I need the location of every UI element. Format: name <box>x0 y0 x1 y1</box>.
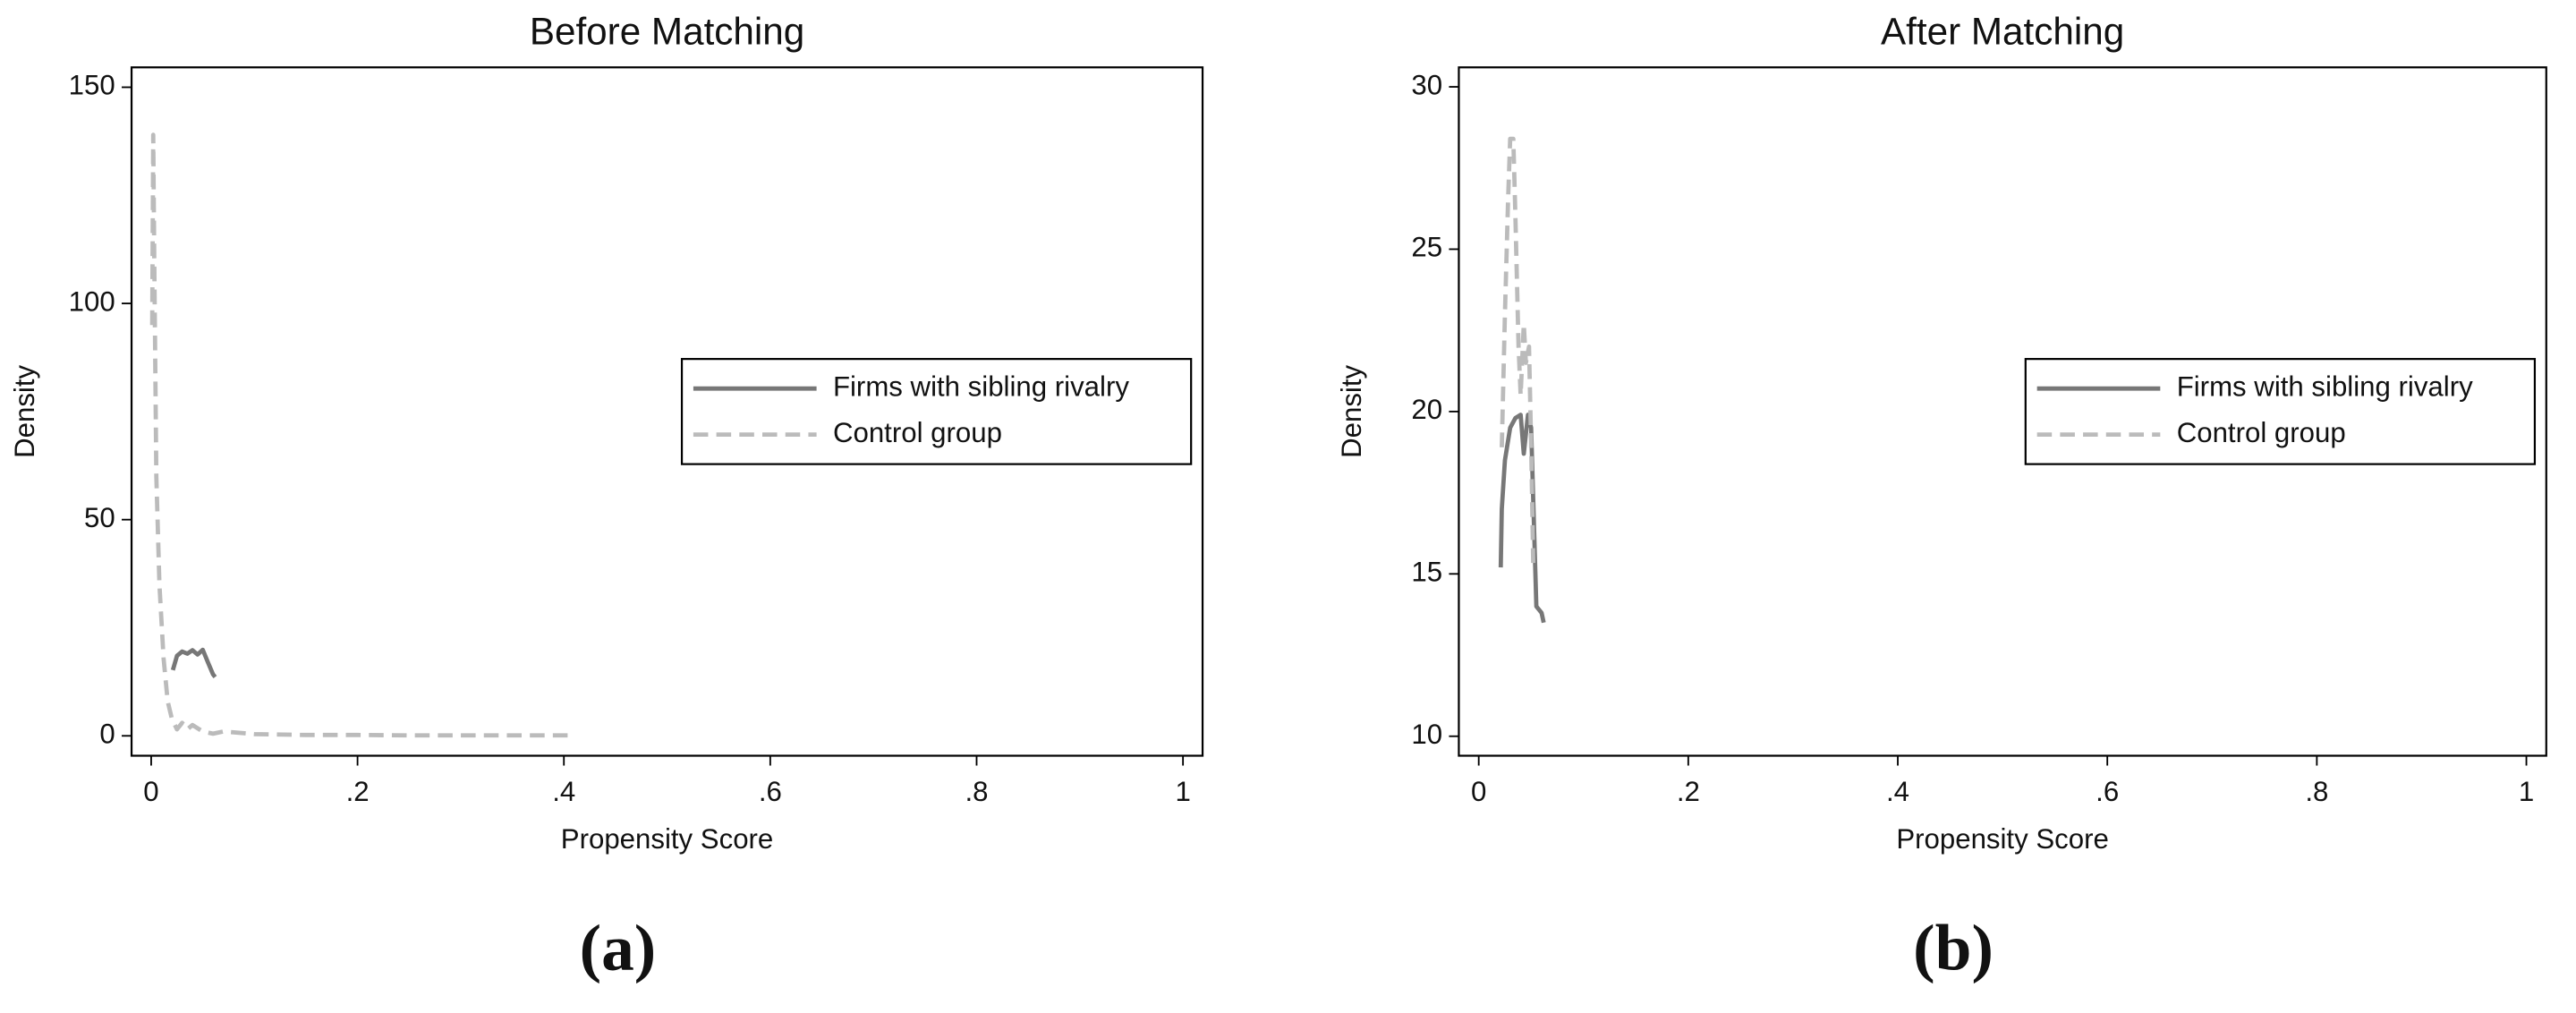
legend-box <box>680 358 1193 465</box>
y-tick-label: 0 <box>99 719 115 750</box>
legend-label: Control group <box>2177 417 2346 448</box>
legend-label: Firms with sibling rivalry <box>2177 370 2473 402</box>
x-tick-label: 1 <box>1175 776 1190 807</box>
x-tick-label: .8 <box>2305 776 2328 807</box>
plot-frame <box>130 66 1204 757</box>
y-tick-label: 15 <box>1411 557 1442 588</box>
x-axis-label: Propensity Score <box>561 823 774 855</box>
caption: (a) <box>580 912 657 984</box>
x-tick-label: 0 <box>1471 776 1486 807</box>
x-tick-label: .6 <box>759 776 782 807</box>
y-tick-label: 30 <box>1411 69 1442 100</box>
x-tick-label: .6 <box>2096 776 2119 807</box>
legend-box <box>2024 358 2537 465</box>
legend-label: Control group <box>833 417 1002 448</box>
series-line <box>149 132 574 738</box>
series-line <box>170 647 217 679</box>
legend-label: Firms with sibling rivalry <box>833 370 1129 402</box>
x-axis-label: Propensity Score <box>1896 823 2109 855</box>
y-axis-label: Density <box>1336 364 1367 457</box>
y-tick-label: 150 <box>69 70 115 101</box>
y-tick-label: 25 <box>1411 232 1442 263</box>
series-line <box>1498 413 1546 624</box>
y-tick-label: 10 <box>1411 719 1442 750</box>
x-tick-label: .2 <box>346 776 370 807</box>
x-tick-label: .8 <box>965 776 988 807</box>
chart-title: Before Matching <box>530 11 804 53</box>
y-tick-label: 20 <box>1411 394 1442 425</box>
x-tick-label: .4 <box>552 776 575 807</box>
x-tick-label: 1 <box>2519 776 2534 807</box>
caption: (b) <box>1913 912 1994 984</box>
x-tick-label: .4 <box>1886 776 1909 807</box>
series-line <box>1500 136 1535 565</box>
x-tick-label: 0 <box>143 776 158 807</box>
chart-title: After Matching <box>1881 11 2124 53</box>
x-tick-label: .2 <box>1677 776 1700 807</box>
y-tick-label: 50 <box>84 502 115 533</box>
y-axis-label: Density <box>9 364 40 457</box>
y-tick-label: 100 <box>69 285 115 317</box>
